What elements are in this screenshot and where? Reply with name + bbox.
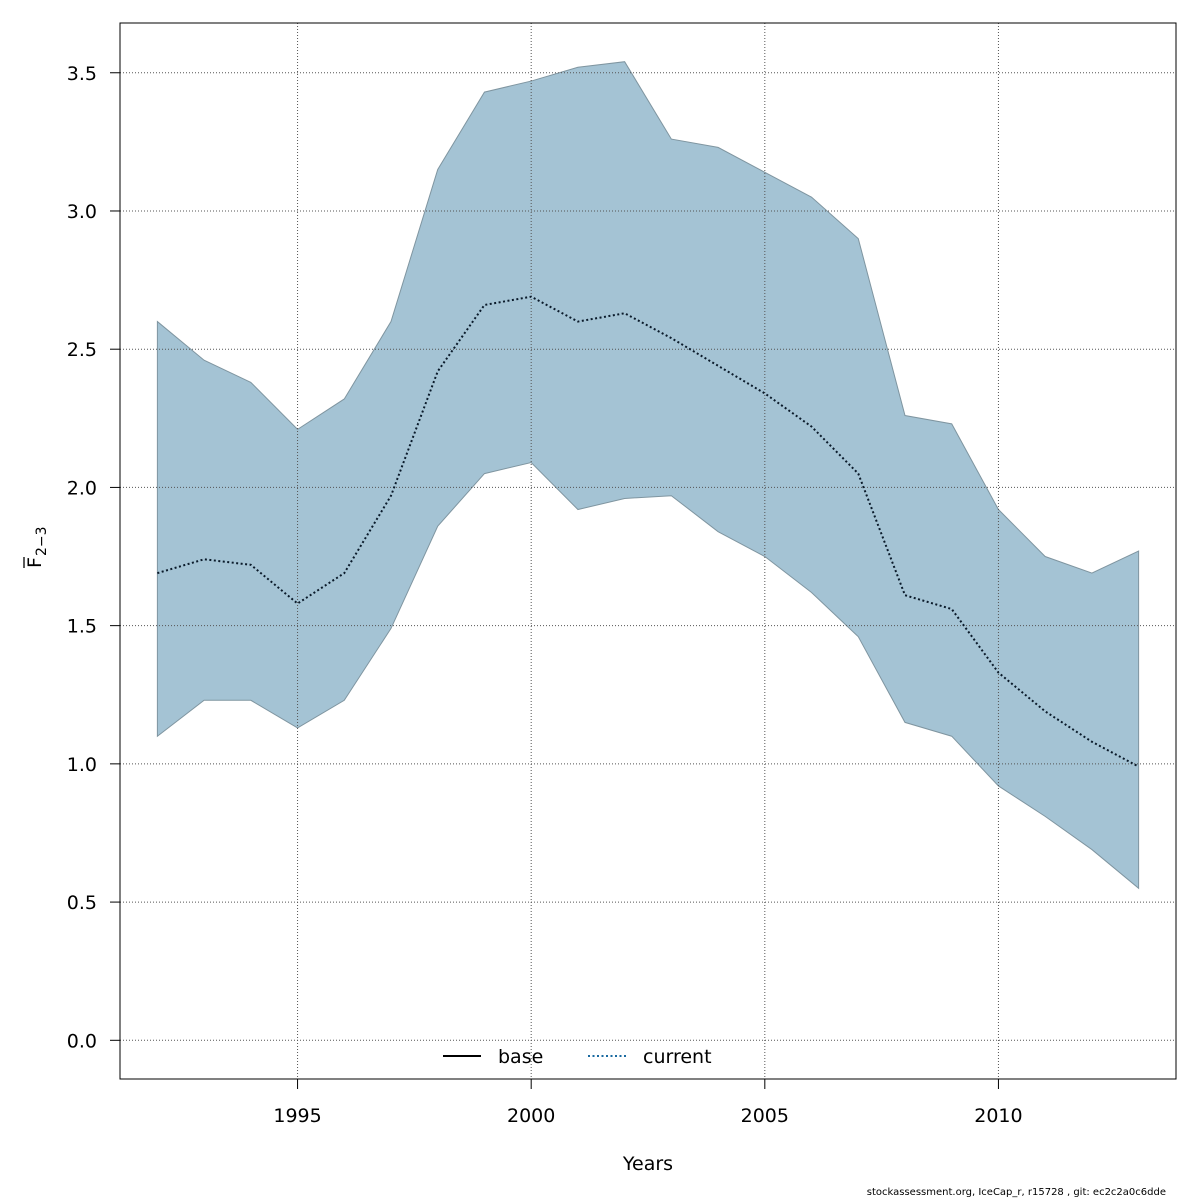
grid-layer xyxy=(120,23,1176,1079)
y-axis-title: F 2−3 xyxy=(23,526,50,568)
y-axis: 0.0 0.5 1.0 1.5 2.0 2.5 3.0 3.5 xyxy=(67,63,120,1052)
confidence-band-layer xyxy=(156,61,1140,890)
y-tick-label-5: 2.5 xyxy=(67,339,97,361)
y-tick-label-4: 2.0 xyxy=(67,477,97,499)
confidence-band xyxy=(156,61,1140,890)
x-tick-label-1: 2000 xyxy=(507,1105,555,1127)
legend-label-base: base xyxy=(498,1046,543,1068)
plot-frame xyxy=(119,22,1177,1080)
y-tick-label-6: 3.0 xyxy=(67,201,97,223)
y-tick-label-7: 3.5 xyxy=(67,63,97,85)
x-tick-label-3: 2010 xyxy=(974,1105,1022,1127)
y-tick-label-1: 0.5 xyxy=(67,892,97,914)
x-tick-label-2: 2005 xyxy=(741,1105,789,1127)
y-axis-title-main: F xyxy=(24,557,46,568)
legend: base current xyxy=(443,1046,712,1068)
legend-label-current: current xyxy=(643,1046,712,1068)
footer-note: stockassessment.org, IceCap_r, r15728 , … xyxy=(866,1187,1166,1198)
y-tick-label-2: 1.0 xyxy=(67,754,97,776)
x-axis: 1995 2000 2005 2010 xyxy=(273,1079,1023,1127)
x-tick-label-0: 1995 xyxy=(273,1105,321,1127)
y-tick-label-3: 1.5 xyxy=(67,616,97,638)
y-tick-label-0: 0.0 xyxy=(67,1030,97,1052)
x-axis-title: Years xyxy=(622,1153,673,1175)
y-axis-title-subscript: 2−3 xyxy=(34,526,50,556)
